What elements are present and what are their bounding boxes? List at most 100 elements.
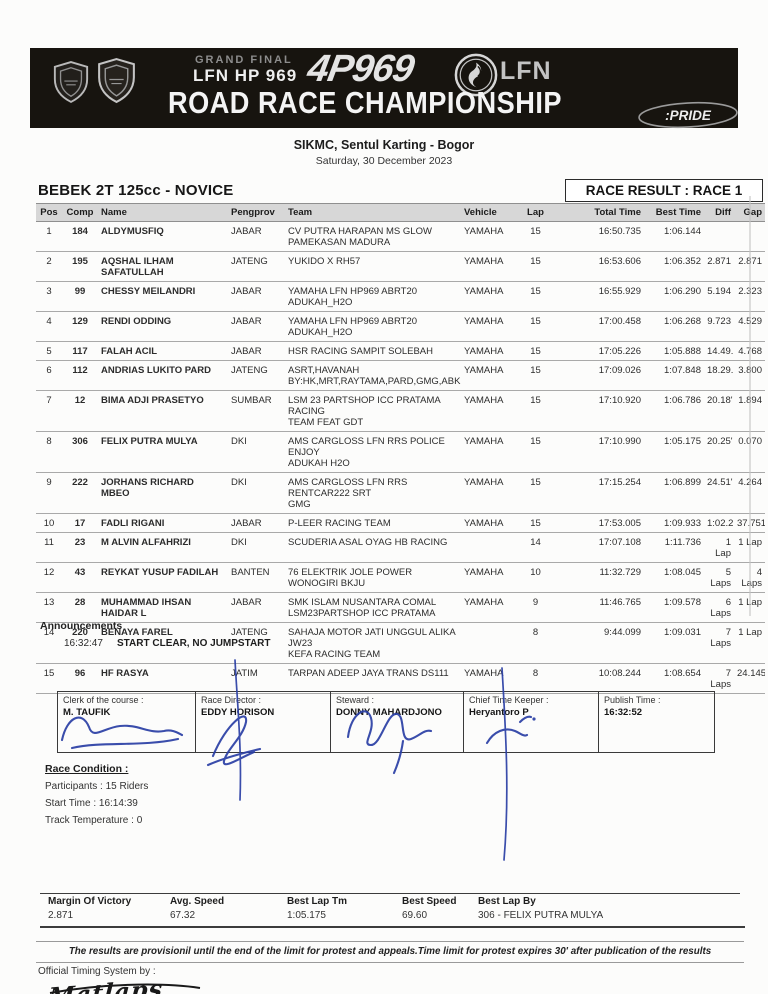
- cell-name: Name: [98, 203, 228, 222]
- race-condition-track-temp: Track Temperature : 0: [45, 815, 143, 826]
- cell-vehicle: YAMAHA: [461, 281, 519, 312]
- publish-time-value: 16:32:52: [604, 707, 643, 718]
- stat-label: Best Lap By: [478, 896, 536, 907]
- cell-best: 1:09.933: [644, 513, 704, 533]
- cell-diff: 9.723: [704, 311, 734, 342]
- official-role: Clerk of the course :: [63, 695, 144, 705]
- cell-vehicle: YAMAHA: [461, 221, 519, 252]
- banner-championship-title: ROAD RACE CHAMPIONSHIP: [168, 86, 562, 120]
- cell-diff: [704, 221, 734, 252]
- cell-best: 1:05.175: [644, 431, 704, 473]
- cell-diff: 20.25': [704, 431, 734, 473]
- cell-pos: 3: [36, 281, 62, 312]
- publish-time-label: Publish Time :: [604, 695, 661, 705]
- provisional-note: The results are provisionil until the en…: [68, 946, 712, 957]
- cell-name: FELIX PUTRA MULYA: [98, 431, 228, 473]
- cell-pos: 10: [36, 513, 62, 533]
- cell-total: 11:32.729: [552, 562, 644, 593]
- cell-pengprov: JABAR: [228, 592, 285, 623]
- cell-lap: 15: [519, 390, 552, 432]
- cell-pengprov: Pengprov: [228, 203, 285, 222]
- cell-best: 1:08.654: [644, 663, 704, 694]
- stat-label: Avg. Speed: [170, 896, 225, 907]
- cell-lap: 9: [519, 592, 552, 623]
- official-role: Race Director :: [201, 695, 262, 705]
- cell-team: Team: [285, 203, 461, 222]
- cell-total: 17:09.026: [552, 360, 644, 391]
- cell-vehicle: [461, 532, 519, 563]
- cell-name: FALAH ACIL: [98, 341, 228, 361]
- cell-pengprov: DKI: [228, 532, 285, 563]
- cell-total: 17:10.920: [552, 390, 644, 432]
- note-top-rule: [36, 941, 744, 942]
- cell-pos: 2: [36, 251, 62, 282]
- cell-lap: 15: [519, 251, 552, 282]
- cell-vehicle: YAMAHA: [461, 513, 519, 533]
- banner-lfn-text: LFN: [500, 57, 552, 85]
- cell-lap: 14: [519, 532, 552, 563]
- cell-total: 17:53.005: [552, 513, 644, 533]
- race-condition-participants: Participants : 15 Riders: [45, 781, 149, 792]
- cell-total: 16:53.606: [552, 251, 644, 282]
- cell-pengprov: JABAR: [228, 281, 285, 312]
- cell-vehicle: YAMAHA: [461, 360, 519, 391]
- cell-diff: 20.18': [704, 390, 734, 432]
- cell-lap: 15: [519, 281, 552, 312]
- cell-pos: 9: [36, 472, 62, 514]
- lfn-flame-icon: [454, 53, 498, 97]
- table-row: 7 12 BIMA ADJI PRASETYO SUMBAR LSM 23 PARTSH…: [36, 390, 765, 432]
- cell-pos: 7: [36, 390, 62, 432]
- cell-pos: 4: [36, 311, 62, 342]
- cell-best: 1:06.899: [644, 472, 704, 514]
- cell-pos: 6: [36, 360, 62, 391]
- cell-comp: 117: [62, 341, 98, 361]
- official-name: M. TAUFIK: [63, 707, 111, 718]
- cell-total: 11:46.765: [552, 592, 644, 623]
- note-bottom-rule: [36, 962, 744, 963]
- cell-name: FADLI RIGANI: [98, 513, 228, 533]
- cell-comp: 99: [62, 281, 98, 312]
- cell-total: 10:08.244: [552, 663, 644, 694]
- cell-vehicle: Vehicle: [461, 203, 519, 222]
- cell-comp: Comp: [62, 203, 98, 222]
- cell-diff: 7 Laps: [704, 663, 734, 694]
- cell-pos: 15: [36, 663, 62, 694]
- cell-name: BIMA ADJI PRASETYO: [98, 390, 228, 432]
- event-date: Saturday, 30 December 2023: [315, 155, 453, 167]
- table-row: Pos Comp Name Pengprov Team Vehicle Lap Total T…: [36, 203, 765, 222]
- announcements-title: Announcements: [40, 620, 123, 632]
- cell-name: HF RASYA: [98, 663, 228, 694]
- cell-pengprov: JATENG: [228, 622, 285, 664]
- cell-total: 17:07.108: [552, 532, 644, 563]
- cell-name: RENDI ODDING: [98, 311, 228, 342]
- cell-vehicle: YAMAHA: [461, 592, 519, 623]
- cell-pos: 12: [36, 562, 62, 593]
- cell-comp: 112: [62, 360, 98, 391]
- cell-name: BENAYA FAREL: [98, 622, 228, 664]
- cell-comp: 220: [62, 622, 98, 664]
- cell-pengprov: BANTEN: [228, 562, 285, 593]
- table-row: 11 23 M ALVIN ALFAHRIZI DKI SCUDERIA ASAL OY…: [36, 532, 765, 563]
- announcement-text: START CLEAR, NO JUMPSTART: [117, 638, 271, 649]
- official-clerk: Clerk of the course : M. TAUFIK: [58, 692, 196, 752]
- cell-lap: 15: [519, 513, 552, 533]
- cell-team: HSR RACING SAMPIT SOLEBAH: [285, 341, 461, 361]
- cell-pos: 5: [36, 341, 62, 361]
- cell-comp: 184: [62, 221, 98, 252]
- table-row: 6 112 ANDRIAS LUKITO PARD JATENG ASRT,HAVANA…: [36, 360, 765, 391]
- stat-label: Best Lap Tm: [287, 896, 348, 907]
- cell-diff: 6 Laps: [704, 592, 734, 623]
- official-time-keeper: Chief Time Keeper : Heryantoro P: [464, 692, 599, 752]
- publish-time-box: Publish Time : 16:32:52: [599, 692, 713, 752]
- cell-gap: 1 Lap: [734, 622, 765, 664]
- cell-pos: 8: [36, 431, 62, 473]
- cell-best: 1:07.848: [644, 360, 704, 391]
- cell-team: SAHAJA MOTOR JATI UNGGUL ALIKA JW23 KEFA…: [285, 622, 461, 664]
- class-title: BEBEK 2T 125cc - NOVICE: [38, 182, 234, 199]
- cell-name: CHESSY MEILANDRI: [98, 281, 228, 312]
- official-name: Heryantoro P: [469, 707, 529, 718]
- table-row: 10 17 FADLI RIGANI JABAR P-LEER RACING TEAM Y…: [36, 513, 765, 533]
- stat-value: 1:05.175: [287, 910, 326, 921]
- cell-diff: 1:02.2: [704, 513, 734, 533]
